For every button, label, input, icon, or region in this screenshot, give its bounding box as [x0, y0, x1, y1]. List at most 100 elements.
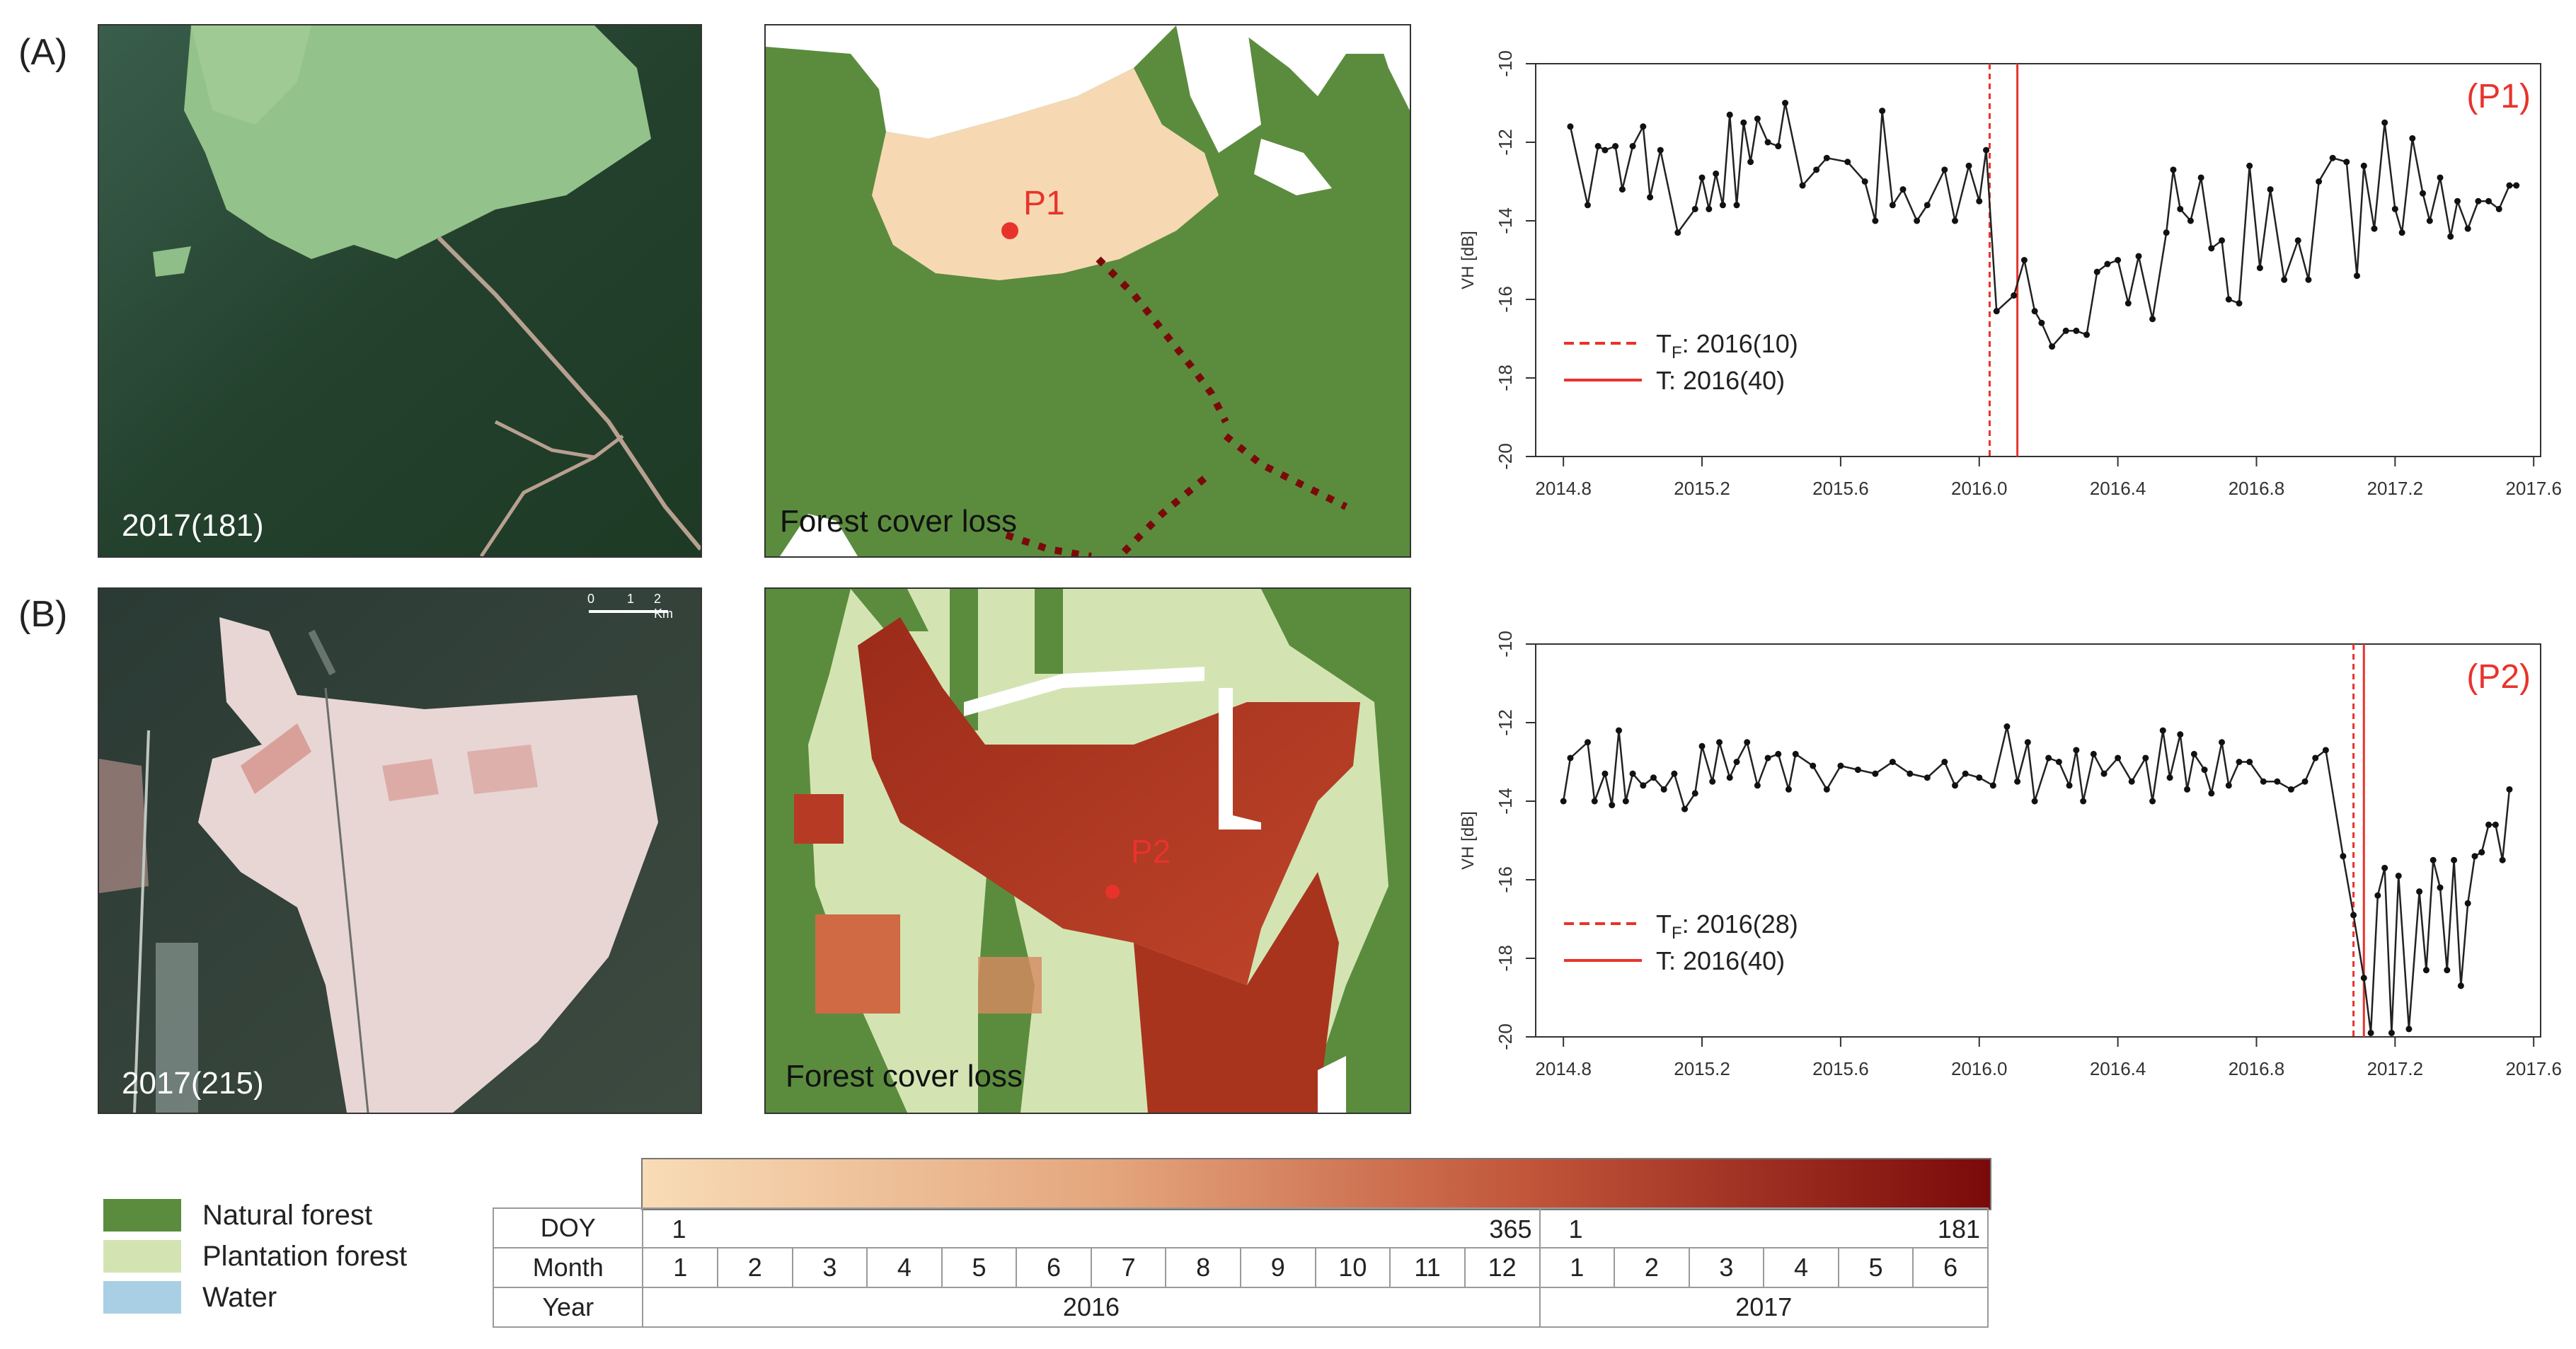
data-point [2312, 754, 2319, 762]
data-point [1660, 786, 1667, 793]
y-tick-label: -12 [1495, 129, 1516, 156]
data-point [2128, 778, 2135, 785]
data-point [2398, 229, 2405, 236]
data-point [1754, 782, 1761, 789]
table-row-doy: DOY 1 365 1 181 [492, 1207, 1989, 1248]
data-point [2045, 754, 2052, 762]
data-point [2513, 182, 2520, 189]
data-point [2197, 174, 2204, 181]
data-point [2457, 982, 2464, 989]
y-tick-label: -14 [1495, 207, 1516, 234]
chart-p1: -10 -12 -14 -16 -18 -20 2014.8 2015.2 2015.6 2016… [1430, 42, 2562, 531]
data-point [1726, 111, 1733, 118]
data-point [1983, 147, 1990, 154]
data-point [2236, 759, 2243, 765]
data-point [1764, 139, 1771, 146]
data-point [2115, 754, 2122, 762]
data-point [2388, 1029, 2395, 1036]
data-point [1951, 782, 1958, 789]
doy-2016-cell: 1 365 [642, 1207, 1541, 1248]
data-point [2287, 786, 2294, 793]
legend-swatch-plantation-forest [103, 1240, 181, 1273]
series-line [1562, 726, 2511, 1033]
data-point [2149, 798, 2156, 805]
data-point [2187, 217, 2194, 224]
data-point [2159, 727, 2166, 734]
data-point [2177, 731, 2184, 738]
loss-map-b [764, 587, 1411, 1114]
data-point [2371, 225, 2378, 232]
data-point [2492, 821, 2499, 828]
data-point [2360, 975, 2367, 982]
data-point [2444, 967, 2451, 974]
data-point [1681, 805, 1689, 813]
scalebar-label-2: 2 Km [654, 592, 673, 621]
data-point [1861, 178, 1868, 185]
data-point [2177, 205, 2184, 212]
data-point [2485, 821, 2492, 828]
data-point [1591, 798, 1598, 805]
legend-item-plantation-forest: Plantation forest [103, 1240, 407, 1273]
year-2016-cell: 2016 [642, 1287, 1541, 1328]
data-point [1650, 774, 1657, 781]
data-point [1962, 770, 1969, 777]
data-point [1691, 205, 1698, 212]
data-point [1602, 770, 1609, 777]
scalebar: 0 1 2 Km [587, 592, 679, 621]
data-point [1706, 205, 1713, 212]
panel-label-b: (B) [18, 594, 68, 635]
data-point [1924, 202, 1931, 209]
month-cell: 4 [1763, 1247, 1839, 1288]
data-point [2454, 197, 2461, 205]
data-point [2256, 265, 2263, 272]
doy-2017-start: 1 [1568, 1215, 1583, 1244]
data-point [2301, 778, 2308, 785]
month-cell: 5 [1837, 1247, 1914, 1288]
data-point [1907, 770, 1914, 777]
data-point [2163, 229, 2170, 236]
data-point [2219, 739, 2226, 746]
data-point [2471, 853, 2478, 860]
data-point [1941, 759, 1948, 765]
data-point [2142, 754, 2149, 762]
x-tick-label: 2016.8 [2229, 1058, 2285, 1079]
data-point [2124, 300, 2132, 307]
data-point [2478, 849, 2485, 856]
data-point [1747, 159, 1754, 166]
data-point [1889, 759, 1896, 765]
data-point [1719, 202, 1726, 209]
legend-label-water: Water [202, 1281, 277, 1313]
data-point [2464, 225, 2471, 232]
legend-label: TF: 2016(28) [1656, 909, 1798, 943]
row-head-month: Month [492, 1247, 644, 1288]
data-point [1602, 147, 1609, 154]
data-point [1671, 770, 1678, 777]
scalebar-label-1: 1 [627, 592, 635, 606]
data-point [2024, 739, 2031, 746]
month-cell: 5 [941, 1247, 1018, 1288]
data-point [1622, 798, 1629, 805]
x-tick-label: 2016.8 [2229, 478, 2285, 499]
data-point [2246, 759, 2253, 765]
chart-p2: -10 -12 -14 -16 -18 -20 2014.8 2015.2 2015.6 2016… [1430, 623, 2562, 1111]
data-point [1785, 786, 1792, 793]
month-cell: 3 [791, 1247, 868, 1288]
data-point [1647, 194, 1654, 201]
data-point [1584, 739, 1591, 746]
data-point [2506, 182, 2513, 189]
data-point [2451, 856, 2458, 863]
image-caption-a: 2017(181) [122, 508, 264, 543]
data-point [2475, 197, 2482, 205]
data-point [2011, 292, 2018, 299]
y-tick-label: -12 [1495, 709, 1516, 736]
data-point [1872, 770, 1879, 777]
month-cell: 10 [1314, 1247, 1391, 1288]
data-point [2066, 782, 2073, 789]
data-point [1618, 186, 1626, 193]
data-point [1879, 108, 1886, 115]
data-point [2391, 205, 2398, 212]
data-point [1733, 759, 1740, 765]
data-point [2305, 276, 2312, 283]
data-point [1567, 123, 1574, 130]
data-point [2115, 257, 2122, 263]
